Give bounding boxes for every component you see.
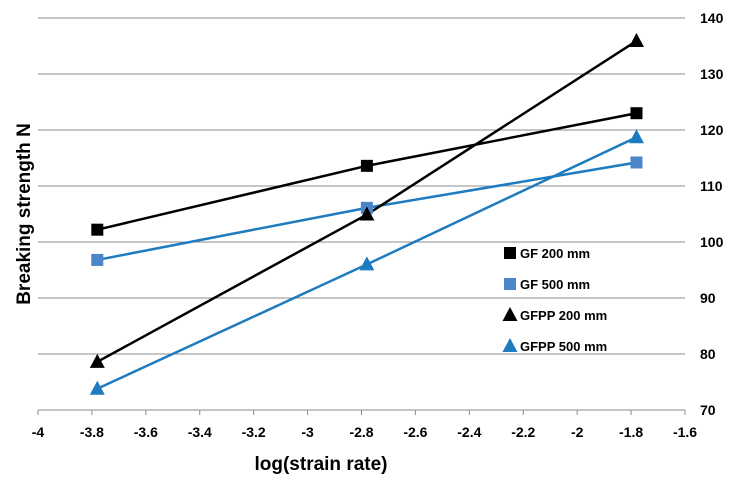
x-tick-label: -1.8: [619, 424, 643, 440]
data-point: [91, 253, 104, 266]
data-point: [89, 380, 105, 395]
data-point: [359, 256, 375, 271]
legend-label: GF 200 mm: [520, 246, 590, 261]
legend-label: GFPP 500 mm: [520, 339, 607, 354]
x-tick-label: -2.8: [349, 424, 373, 440]
y-tick-label: 90: [700, 290, 716, 306]
y-tick-label: 80: [700, 346, 716, 362]
axes: [37, 409, 686, 415]
y-tick-labels: 70 80 90 100 110 120 130 140: [700, 10, 724, 418]
y-tick-label: 140: [700, 10, 724, 26]
x-axis-title: log(strain rate): [254, 454, 387, 475]
data-point: [89, 353, 105, 368]
data-point: [628, 129, 644, 144]
x-tick-label: -3: [301, 424, 314, 440]
data-point: [630, 156, 643, 169]
y-tick-label: 110: [700, 178, 723, 194]
x-tick-label: -3.4: [188, 424, 212, 440]
legend-label: GFPP 200 mm: [520, 308, 607, 323]
legend-marker: [504, 278, 516, 290]
x-tick-label: -3.8: [80, 424, 104, 440]
series-markers: [89, 32, 644, 395]
legend-label: GF 500 mm: [520, 277, 590, 292]
legend-marker: [504, 247, 516, 259]
y-tick-label: 130: [700, 66, 724, 82]
gridlines: [38, 17, 685, 355]
x-tick-label: -4: [32, 424, 45, 440]
x-tick-label: -1.6: [673, 424, 697, 440]
data-point: [628, 32, 644, 47]
x-tick-label: -2: [571, 424, 584, 440]
data-point: [91, 223, 104, 236]
x-tick-label: -3.2: [242, 424, 266, 440]
x-tick-label: -2.4: [457, 424, 481, 440]
legend-marker: [502, 307, 518, 321]
x-tick-label: -2.2: [511, 424, 535, 440]
y-axis-title: Breaking strength N: [14, 123, 35, 305]
x-tick-label: -3.6: [134, 424, 158, 440]
y-tick-label: 100: [700, 234, 724, 250]
x-tick-labels: -4 -3.8 -3.6 -3.4 -3.2 -3 -2.8 -2.6 -2.4 -2.2 -2 -1…: [32, 424, 698, 440]
legend: GF 200 mm GF 500 mm GFPP 200 mm GFPP 500 mm: [502, 246, 607, 354]
data-point: [359, 206, 375, 221]
data-point: [360, 159, 373, 172]
legend-marker: [502, 338, 518, 352]
y-tick-label: 70: [700, 402, 716, 418]
data-point: [630, 107, 643, 120]
y-tick-label: 120: [700, 122, 724, 138]
x-tick-label: -2.6: [403, 424, 427, 440]
